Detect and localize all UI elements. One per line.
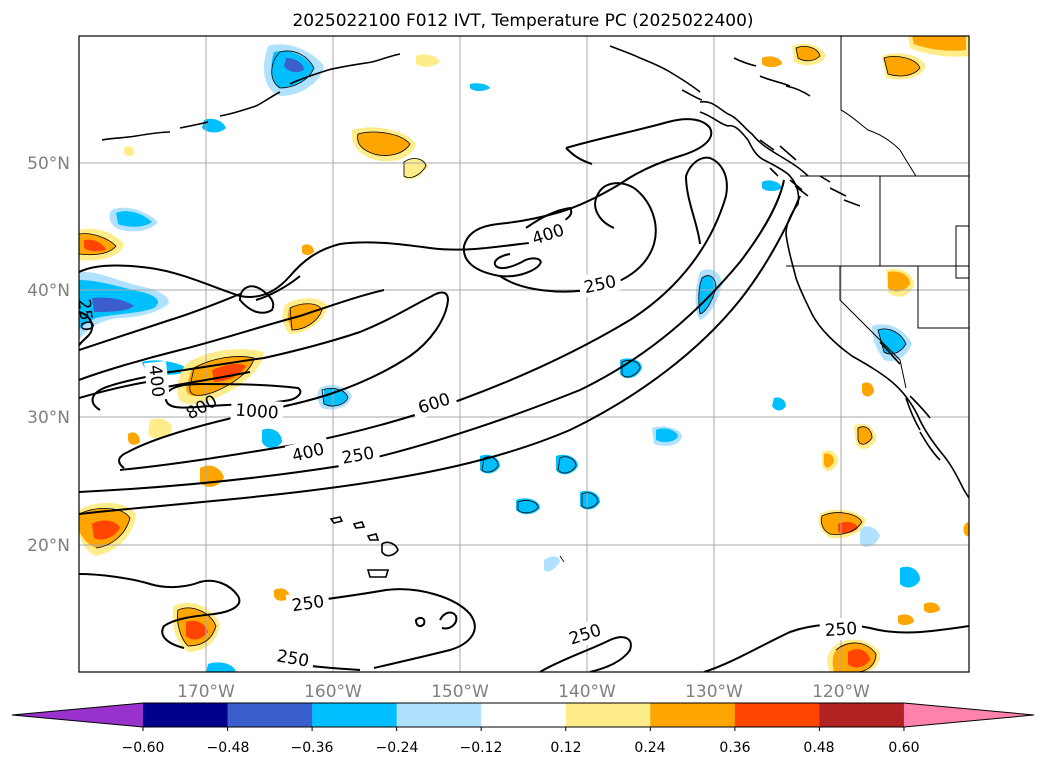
contour-label: 400 [144,364,167,398]
colorbar-segment [650,703,736,727]
colorbar-segment [481,703,567,727]
coastlines [101,45,969,499]
colorbar: −0.60 −0.48 −0.36 −0.24 −0.12 0.12 0.24 … [11,702,1035,756]
map-panel: 400 250 400 800 1000 600 400 250 250 250… [73,35,970,673]
temperature-thin-contours [79,46,921,672]
colorbar-tick-label: −0.48 [207,740,250,756]
colorbar-tick-label: −0.12 [460,740,503,756]
colorbar-tick-label: 0.36 [719,740,750,756]
colorbar-extend-low [12,703,143,727]
contour-label: 250 [291,592,326,616]
colorbar-tick-label: −0.60 [122,740,165,756]
colorbar-segments [11,702,1035,731]
colorbar-segment [227,703,313,727]
lat-label: 20°N [27,536,70,556]
colorbar-tick-label: −0.36 [291,740,334,756]
map-frame [78,35,970,673]
colorbar-tick-label: 0.60 [888,740,919,756]
colorbar-tick-label: 0.12 [550,740,581,756]
colorbar-tick-label: 0.48 [803,740,834,756]
hawaiian-islands [329,516,399,578]
latitude-labels: 50°N 40°N 30°N 20°N [27,154,70,556]
contour-label: 1000 [235,401,280,424]
contour-label: 250 [824,619,858,641]
lon-label: 120°W [812,682,870,702]
lon-label: 140°W [558,682,616,702]
colorbar-segment [734,703,820,727]
lon-label: 150°W [431,682,489,702]
colorbar-segment [819,703,905,727]
lon-label: 160°W [304,682,362,702]
colorbar-extend-high [903,703,1034,727]
lat-label: 40°N [27,281,70,301]
figure-title: 2025022100 F012 IVT, Temperature PC (202… [292,11,753,31]
state-borders [786,36,969,389]
colorbar-tick-label: 0.24 [634,740,665,756]
contour-label: 250 [73,298,96,332]
lat-label: 30°N [27,408,70,428]
lon-label: 130°W [685,682,743,702]
colorbar-segment [565,703,651,727]
colorbar-segment [312,703,398,727]
lon-label: 170°W [177,682,235,702]
colorbar-segment [396,703,482,727]
lat-label: 50°N [27,154,70,174]
longitude-labels: 170°W 160°W 150°W 140°W 130°W 120°W [177,682,870,702]
colorbar-segment [143,703,229,727]
colorbar-tick-label: −0.24 [376,740,419,756]
colorbar-tick-labels: −0.60 −0.48 −0.36 −0.24 −0.12 0.12 0.24 … [122,740,920,756]
